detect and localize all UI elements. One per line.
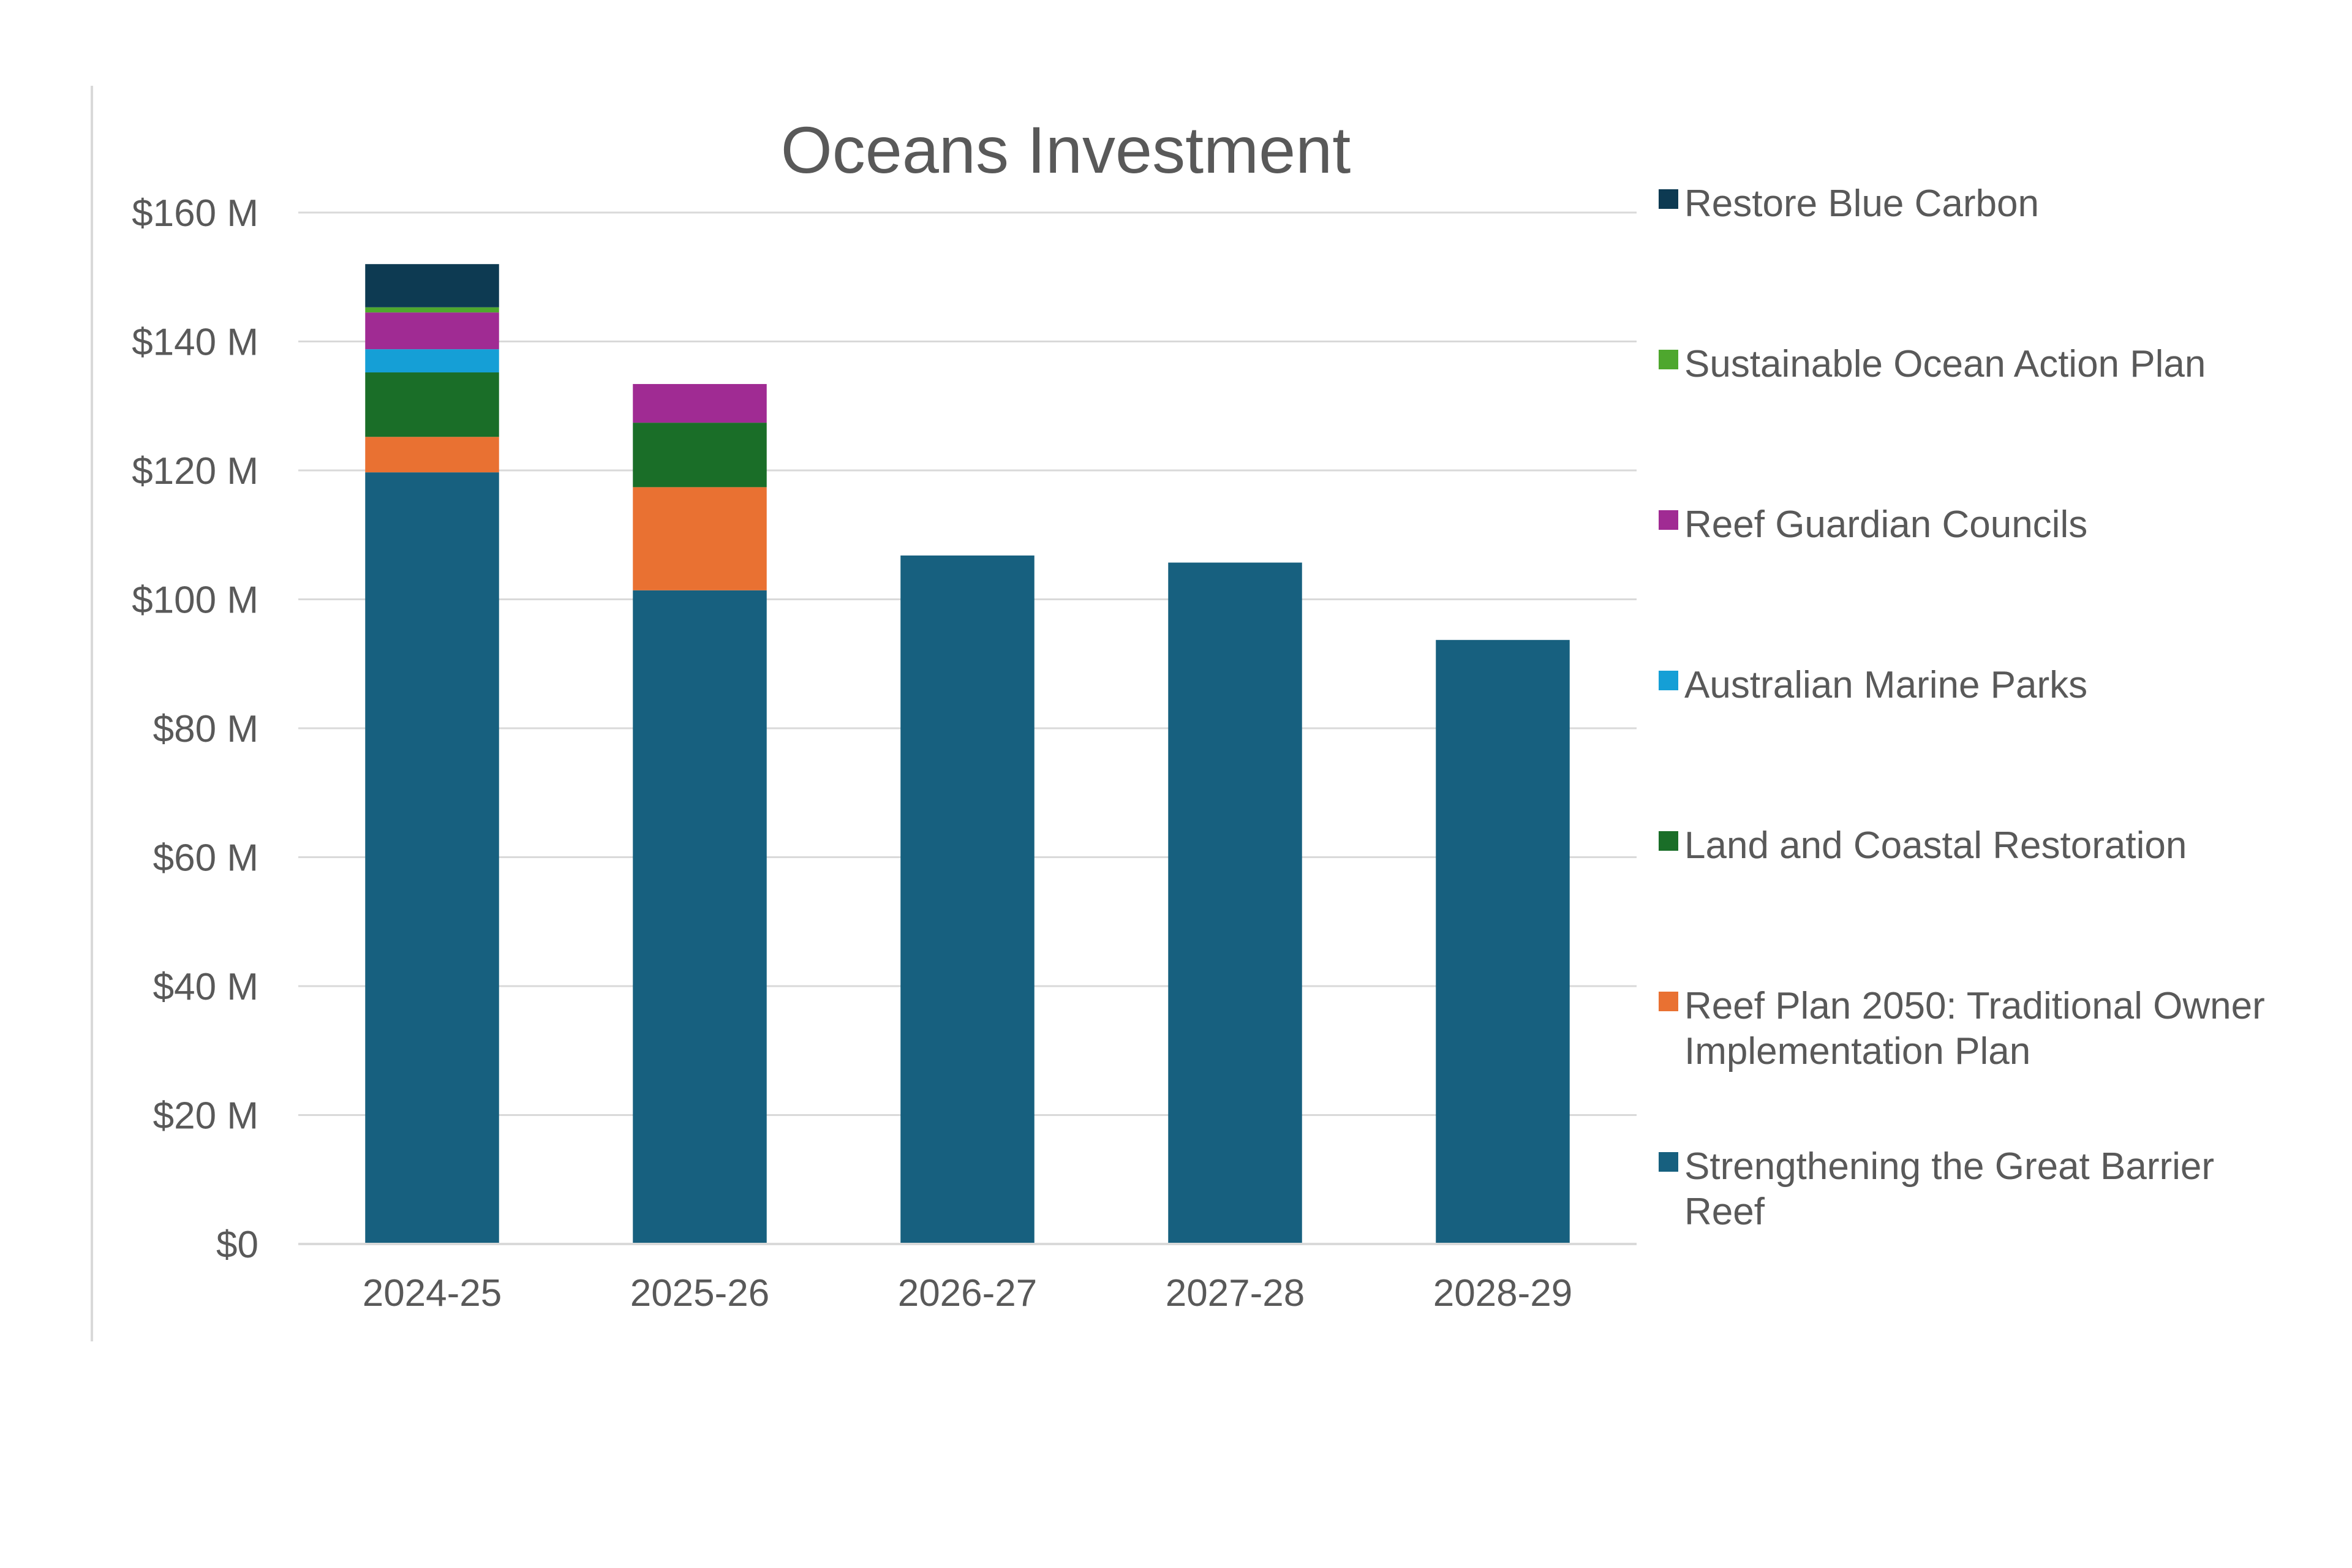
y-tick-label: $160 M bbox=[132, 192, 258, 235]
bar-strengthening-the-great-barrier-reef-2025-26 bbox=[633, 590, 767, 1244]
legend-swatch-reef-guardian-councils bbox=[1659, 510, 1678, 530]
x-tick-label: 2025-26 bbox=[630, 1272, 770, 1314]
bar-restore-blue-carbon-2024-25 bbox=[365, 264, 499, 307]
bar-sustainable-ocean-action-plan-2024-25 bbox=[365, 307, 499, 313]
y-tick-label: $80 M bbox=[153, 708, 258, 750]
legend-label: Restore Blue Carbon bbox=[1684, 183, 2039, 225]
bar-land-and-coastal-restoration-2024-25 bbox=[365, 372, 499, 437]
y-tick-label: $20 M bbox=[153, 1095, 258, 1137]
legend-label: Reef bbox=[1684, 1191, 1765, 1233]
legend-swatch-reef-plan-2050-traditional-owner-implementation-plan bbox=[1659, 992, 1678, 1011]
bars bbox=[365, 264, 1570, 1245]
x-tick-label: 2024-25 bbox=[363, 1272, 502, 1314]
x-tick-label: 2028-29 bbox=[1433, 1272, 1573, 1314]
chart-title: Oceans Investment bbox=[781, 113, 1351, 187]
legend-label: Land and Coastal Restoration bbox=[1684, 824, 2187, 867]
bar-reef-plan-2050-traditional-owner-implementation-plan-2024-25 bbox=[365, 437, 499, 473]
legend-label: Reef Guardian Councils bbox=[1684, 503, 2087, 546]
x-tick-label: 2026-27 bbox=[898, 1272, 1038, 1314]
bar-strengthening-the-great-barrier-reef-2027-28 bbox=[1168, 562, 1302, 1244]
legend-label: Implementation Plan bbox=[1684, 1030, 2030, 1072]
bar-strengthening-the-great-barrier-reef-2024-25 bbox=[365, 472, 499, 1244]
bar-australian-marine-parks-2024-25 bbox=[365, 349, 499, 373]
legend-label: Australian Marine Parks bbox=[1684, 664, 2087, 706]
legend-label: Reef Plan 2050: Traditional Owner bbox=[1684, 985, 2265, 1027]
axes: $0 $20 M $40 M $60 M $80 M $100 M $120 M $140 M… bbox=[132, 192, 1637, 1314]
x-tick-label: 2027-28 bbox=[1166, 1272, 1305, 1314]
y-tick-label: $0 bbox=[216, 1224, 258, 1266]
legend-label: Strengthening the Great Barrier bbox=[1684, 1145, 2214, 1188]
legend-swatch-land-and-coastal-restoration bbox=[1659, 831, 1678, 851]
legend-swatch-strengthening-the-great-barrier-reef bbox=[1659, 1152, 1678, 1172]
bar-land-and-coastal-restoration-2025-26 bbox=[633, 423, 767, 488]
y-tick-label: $120 M bbox=[132, 450, 258, 492]
legend-swatch-australian-marine-parks bbox=[1659, 671, 1678, 690]
legend-swatch-restore-blue-carbon bbox=[1659, 189, 1678, 209]
bar-reef-guardian-councils-2024-25 bbox=[365, 312, 499, 350]
bar-reef-guardian-councils-2025-26 bbox=[633, 383, 767, 423]
bar-reef-plan-2050-traditional-owner-implementation-plan-2025-26 bbox=[633, 487, 767, 590]
y-tick-label: $100 M bbox=[132, 579, 258, 622]
legend-swatch-sustainable-ocean-action-plan bbox=[1659, 350, 1678, 369]
bar-strengthening-the-great-barrier-reef-2028-29 bbox=[1436, 639, 1570, 1244]
bar-strengthening-the-great-barrier-reef-2026-27 bbox=[900, 555, 1035, 1245]
y-tick-label: $60 M bbox=[153, 837, 258, 880]
y-tick-label: $40 M bbox=[153, 966, 258, 1008]
legend: Restore Blue Carbon Sustainable Ocean Act… bbox=[1659, 183, 2265, 1233]
legend-label: Sustainable Ocean Action Plan bbox=[1684, 343, 2206, 385]
y-tick-label: $140 M bbox=[132, 322, 258, 364]
